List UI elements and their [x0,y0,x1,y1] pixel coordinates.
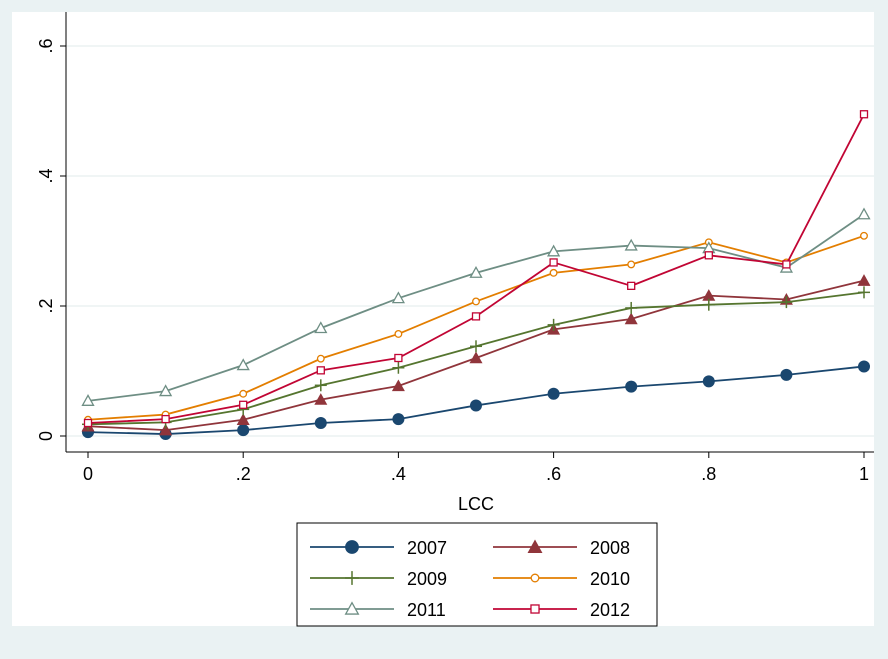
x-tick-label: .4 [391,464,406,484]
legend-item-2008: 2008 [493,538,630,558]
legend-item-2007: 2007 [310,538,447,558]
data-point-2010 [860,231,868,240]
data-point-2009 [780,296,793,309]
legend-marker [345,540,359,554]
series-2009 [82,286,870,431]
legend-marker [527,539,543,553]
legend-marker [345,571,359,585]
gridlines [66,45,874,437]
data-point-2011 [469,266,483,278]
data-point-2012 [859,110,869,119]
data-point-2007 [858,360,870,373]
data-point-2008 [469,351,483,364]
data-point-2010 [394,330,403,338]
data-point-2008 [314,393,328,405]
y-tick-label: 0 [36,431,56,441]
data-point-2009 [392,361,405,374]
data-point-2007 [314,417,327,429]
data-point-2008 [702,289,716,301]
data-point-2011 [857,207,871,220]
legend-label: 2012 [590,600,630,620]
y-tick-label: .4 [36,168,56,183]
data-point-2009 [547,318,560,331]
legend-label: 2009 [407,569,447,589]
y-tick-label: .2 [36,298,56,313]
data-point-2007 [547,387,560,400]
data-point-2009 [702,298,715,311]
legend-marker [530,604,540,614]
legend-label: 2007 [407,538,447,558]
legend-item-2012: 2012 [493,600,630,620]
data-point-2012 [316,366,325,375]
legend-item-2010: 2010 [493,569,630,589]
data-point-2011 [624,238,638,251]
legend-label: 2008 [590,538,630,558]
legend-label: 2010 [590,569,630,589]
data-point-2012 [549,258,558,267]
data-point-2008 [391,379,405,392]
data-point-2008 [857,274,871,286]
axes: 0 .2 .4 .6 0 .2 .4 .6 .8 1 [36,12,874,484]
data-point-2010 [472,297,480,306]
data-point-2011 [236,358,250,371]
data-point-2009 [858,286,870,299]
data-point-2010 [549,268,558,277]
x-tick-label: .8 [701,464,716,484]
legend-item-2011: 2011 [310,600,446,620]
data-point-2008 [624,312,638,325]
data-point-2012 [704,251,713,260]
data-point-2011 [314,321,328,334]
series-layer [81,110,871,441]
series-2010 [84,231,868,424]
legend-marker [530,573,540,583]
legend-label: 2011 [407,600,446,620]
data-point-2007 [470,399,482,412]
data-point-2009 [314,379,327,392]
x-axis-label: LCC [458,494,494,514]
x-tick-label: 0 [83,464,93,484]
data-point-2012 [83,418,93,428]
data-point-2010 [239,389,248,398]
data-point-2008 [159,423,173,436]
data-point-2012 [161,414,170,424]
data-point-2012 [782,260,791,269]
x-tick-label: .6 [546,464,561,484]
data-point-2011 [81,394,95,406]
y-tick-label: .6 [36,38,56,53]
series-2012 [83,110,869,428]
data-point-2012 [627,281,636,291]
data-point-2009 [625,301,638,314]
x-tick-label: 1 [859,464,869,484]
data-point-2009 [470,340,482,353]
legend-item-2009: 2009 [310,569,447,589]
data-point-2007 [392,413,405,426]
data-point-2010 [316,354,325,363]
data-point-2012 [394,353,403,363]
data-point-2010 [627,260,636,269]
data-point-2007 [625,380,638,393]
data-point-2011 [546,244,561,257]
data-point-2007 [237,424,250,437]
data-point-2012 [471,312,481,321]
data-point-2011 [158,384,173,397]
data-point-2007 [702,375,715,388]
x-tick-label: .2 [236,464,251,484]
legend: 2007 2008 2009 2010 2011 2012 [296,522,658,627]
data-point-2012 [239,400,248,409]
data-point-2011 [391,291,406,304]
data-point-2008 [236,413,250,425]
data-point-2007 [780,368,793,381]
legend-marker [344,601,360,615]
